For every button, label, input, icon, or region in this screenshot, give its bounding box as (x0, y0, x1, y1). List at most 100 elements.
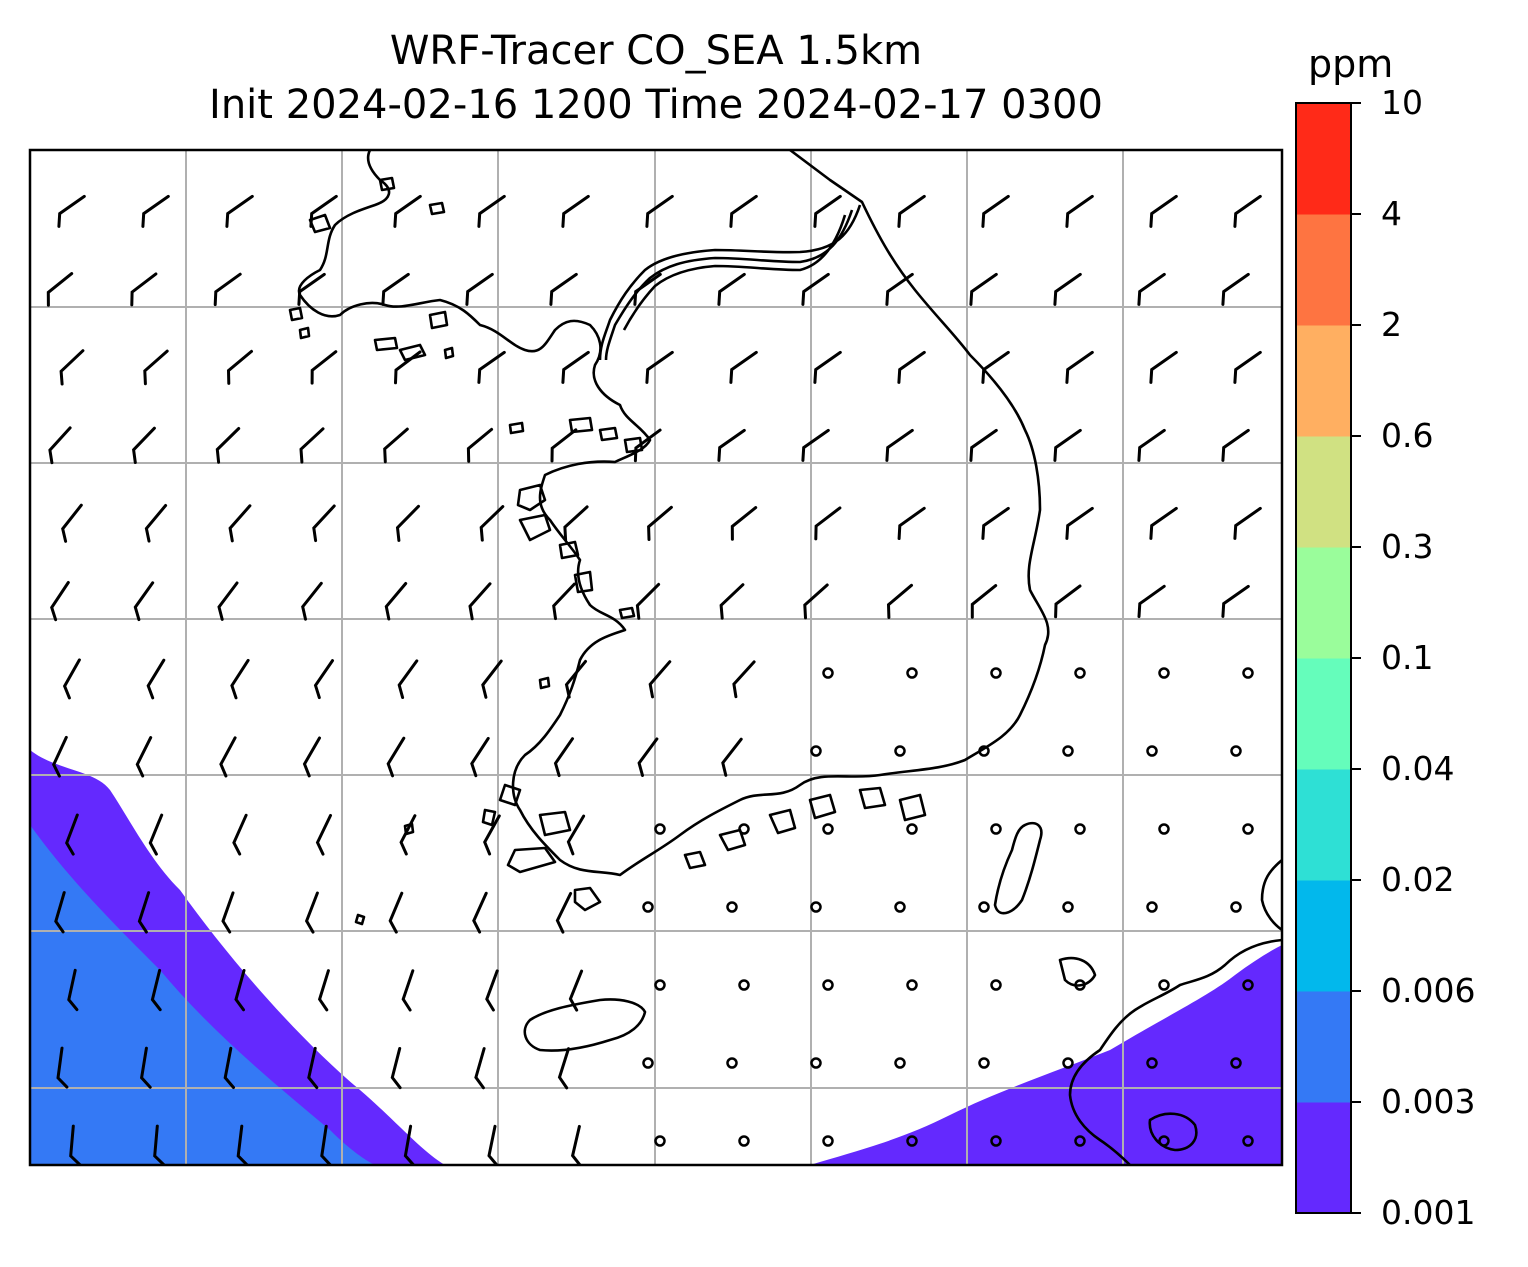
map-subtitle: Init 2024-02-16 1200 Time 2024-02-17 030… (209, 82, 1103, 128)
wind-barb (564, 659, 587, 699)
wind-barb (474, 1047, 486, 1090)
calm-wind-marker (810, 1057, 822, 1069)
wind-barb (52, 735, 68, 778)
wind-barb (315, 814, 332, 856)
colorbar-segment (1296, 769, 1351, 881)
wind-barb (981, 350, 1010, 384)
wind-barb (729, 194, 758, 228)
calm-wind-marker (1230, 1057, 1242, 1069)
wind-barb (388, 891, 404, 934)
wind-barb (635, 582, 661, 620)
calm-wind-marker (1062, 745, 1074, 757)
map-title: WRF-Tracer CO_SEA 1.5km (389, 28, 923, 74)
calm-wind-marker (738, 1135, 750, 1147)
wind-barb (648, 660, 672, 699)
calm-wind-marker (1074, 667, 1086, 679)
colorbar-tick-label: 0.1 (1381, 638, 1434, 677)
wind-barb (307, 1046, 319, 1090)
wind-barb (148, 813, 164, 856)
wind-barb (150, 968, 162, 1012)
colorbar-segment (1296, 325, 1351, 437)
wind-barb (61, 503, 83, 543)
wind-barb (730, 506, 758, 541)
wind-barbs (46, 194, 1262, 1165)
calm-wind-marker (1074, 823, 1086, 835)
colorbar-segment (1296, 880, 1351, 992)
wind-barb (1233, 506, 1262, 540)
colorbar-tick-label: 0.003 (1381, 1082, 1476, 1121)
calm-wind-marker (1158, 667, 1170, 679)
wind-barb (1065, 506, 1094, 540)
map-frame (28, 148, 1284, 1167)
wind-barb (483, 814, 501, 856)
calm-wind-marker (894, 901, 906, 913)
wind-barb (301, 581, 323, 621)
coastline-jeju (523, 998, 647, 1052)
colorbar-tick-label: 0.006 (1381, 971, 1476, 1010)
colorbar-tick-label: 0.6 (1381, 416, 1434, 455)
wind-barb (1233, 350, 1262, 384)
wind-barb (570, 1124, 582, 1165)
wind-barb (465, 272, 494, 306)
wind-barb (399, 814, 417, 856)
wind-barb (1149, 506, 1178, 540)
wind-barb (54, 891, 66, 934)
wind-barb (969, 428, 998, 462)
colorbar-tick-label: 0.3 (1381, 527, 1434, 566)
wind-barb (566, 814, 586, 856)
wind-barb (132, 426, 156, 464)
wind-barb (304, 891, 319, 934)
wind-barb (555, 892, 573, 934)
wind-barb (813, 350, 842, 384)
calm-wind-marker (894, 745, 906, 757)
calm-wind-marker (1146, 745, 1158, 757)
wind-barb (561, 194, 590, 228)
calm-wind-marker (894, 1057, 906, 1069)
wind-barb (1221, 272, 1250, 306)
calm-wind-marker (654, 823, 666, 835)
wind-barb (146, 658, 166, 700)
wind-barb (297, 272, 326, 306)
calm-wind-marker (990, 1135, 1002, 1147)
wind-barb (897, 194, 926, 228)
coastline-channel (598, 204, 862, 361)
wind-barb (395, 504, 420, 542)
wind-barb (69, 1124, 82, 1165)
wind-barb (313, 659, 334, 700)
calm-wind-marker (1242, 667, 1254, 679)
wind-barb (299, 427, 325, 464)
calm-wind-marker (906, 667, 918, 679)
calm-wind-marker (822, 823, 834, 835)
calm-wind-marker (1242, 1135, 1254, 1147)
wind-barb (48, 426, 72, 465)
wind-barb (141, 194, 170, 228)
calm-wind-marker (822, 979, 834, 991)
wind-barb (897, 506, 926, 540)
wind-barb (62, 658, 81, 700)
calm-wind-marker (906, 979, 918, 991)
wind-barb (485, 969, 499, 1012)
wind-barb (1065, 350, 1094, 384)
calm-wind-marker (1158, 1135, 1170, 1147)
wind-barb (466, 427, 494, 463)
calm-wind-marker (642, 901, 654, 913)
wind-barb (59, 349, 85, 386)
calm-wind-marker (1146, 901, 1158, 913)
wind-barb (381, 272, 410, 306)
wind-barb (468, 582, 492, 621)
calm-wind-marker (726, 1057, 738, 1069)
calm-wind-marker (1074, 1135, 1086, 1147)
wind-barb (970, 584, 998, 619)
wind-barb (719, 583, 745, 620)
calm-wind-marker (822, 1135, 834, 1147)
calm-wind-marker (906, 823, 918, 835)
wind-barb (886, 583, 913, 619)
wind-barb (46, 272, 74, 307)
colorbar-segment (1296, 103, 1351, 215)
colorbar-segment (1296, 214, 1351, 326)
wind-barb (1053, 428, 1082, 462)
coastline-korea (297, 150, 1050, 877)
wind-barb (383, 427, 409, 464)
wind-barb (801, 428, 830, 462)
